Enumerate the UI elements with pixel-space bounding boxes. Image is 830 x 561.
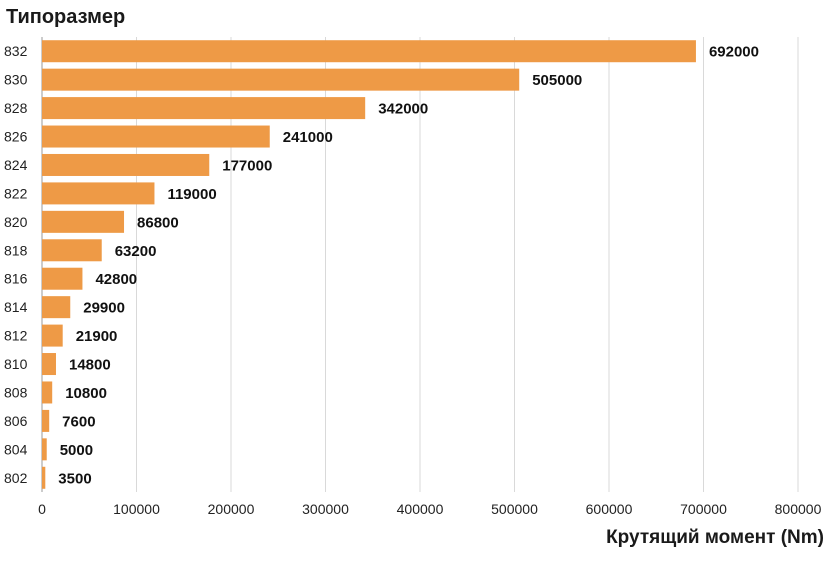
data-label: 119000 [167,186,216,203]
x-tick-label: 200000 [208,501,255,517]
bar-822 [42,182,155,205]
data-label: 7600 [62,413,95,430]
bar-804 [42,438,47,461]
bar-816 [42,267,83,290]
y-tick-label: 816 [4,271,28,287]
x-tick-label: 600000 [586,501,633,517]
x-tick-label: 700000 [680,501,727,517]
bar-layer [42,40,696,489]
y-tick-label: 828 [4,100,28,116]
x-tick-label: 500000 [491,501,538,517]
y-tick-label: 822 [4,185,28,201]
x-tick-label: 0 [38,501,46,517]
bar-824 [42,153,210,176]
bar-826 [42,125,270,148]
data-label: 692000 [709,44,759,61]
y-tick-label: 810 [4,356,28,372]
bar-812 [42,324,63,347]
data-label: 14800 [69,357,111,374]
data-label: 21900 [76,328,118,345]
data-label: 42800 [95,271,137,288]
y-tick-label: 806 [4,413,28,429]
y-tick-label: 804 [4,441,28,457]
data-label: 505000 [532,72,582,89]
data-label: 177000 [222,157,272,174]
data-label: 63200 [115,243,157,260]
bar-814 [42,296,71,319]
y-tick-label: 826 [4,129,28,145]
bar-818 [42,239,102,262]
y-tick-label: 824 [4,157,28,173]
y-tick-label: 818 [4,242,28,258]
x-tick-label: 800000 [775,501,822,517]
y-tick-label: 812 [4,328,28,344]
data-label: 342000 [378,101,428,118]
data-label: 86800 [137,214,179,231]
y-tick-label: 832 [4,43,28,59]
bar-828 [42,97,366,120]
bar-832 [42,40,696,63]
data-label: 241000 [283,129,333,146]
bar-806 [42,409,50,432]
data-label: 10800 [65,385,107,402]
bar-810 [42,353,56,376]
bar-820 [42,210,125,233]
data-label: 29900 [83,300,125,317]
bar-802 [42,466,46,489]
y-tick-label: 802 [4,470,28,486]
label-layer: 692000 505000 342000 241000 177000 119000 8680… [58,44,759,488]
data-label: 5000 [60,442,93,459]
y-tick-label: 830 [4,72,28,88]
tick-layer: 0 100000 200000 300000 400000 500000 600000 700… [4,43,822,517]
y-axis-title: Типоразмер [6,6,125,28]
bar-830 [42,68,520,91]
y-tick-label: 820 [4,214,28,230]
x-tick-label: 100000 [113,501,160,517]
x-tick-label: 400000 [397,501,444,517]
y-tick-label: 814 [4,299,28,315]
data-label: 3500 [58,470,91,487]
x-tick-label: 300000 [302,501,349,517]
x-axis-title: Крутящий момент (Nm) [606,527,824,548]
bar-808 [42,381,53,404]
y-tick-label: 808 [4,384,28,400]
